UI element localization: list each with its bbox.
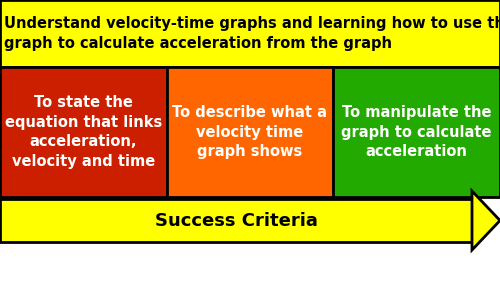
Polygon shape (472, 191, 500, 250)
FancyBboxPatch shape (166, 67, 334, 197)
FancyBboxPatch shape (0, 199, 472, 242)
FancyBboxPatch shape (334, 67, 500, 197)
FancyBboxPatch shape (0, 67, 166, 197)
Text: Success Criteria: Success Criteria (154, 212, 318, 230)
Text: Understand velocity-time graphs and learning how to use this
graph to calculate : Understand velocity-time graphs and lear… (4, 16, 500, 51)
FancyBboxPatch shape (0, 0, 500, 67)
Text: To state the
equation that links
acceleration,
velocity and time: To state the equation that links acceler… (4, 95, 162, 169)
Text: To describe what a
velocity time
graph shows: To describe what a velocity time graph s… (172, 105, 328, 159)
Text: To manipulate the
graph to calculate
acceleration: To manipulate the graph to calculate acc… (342, 105, 492, 159)
